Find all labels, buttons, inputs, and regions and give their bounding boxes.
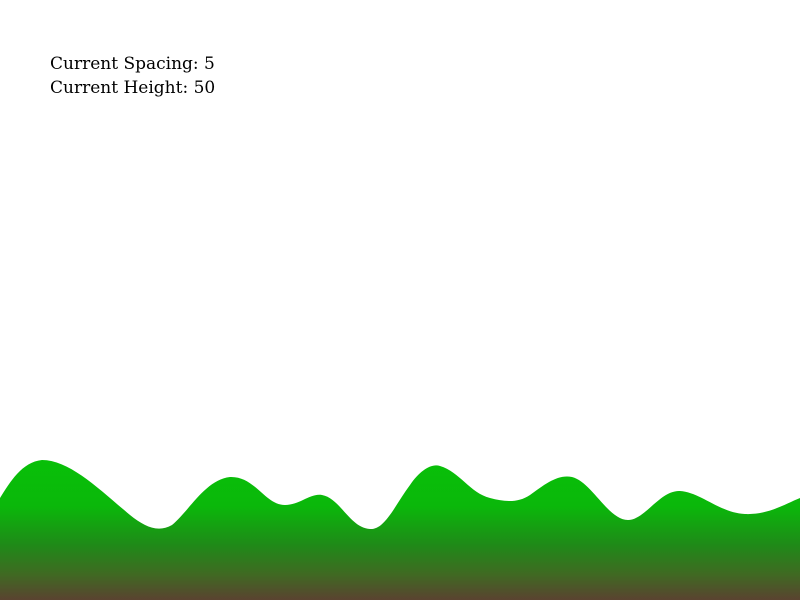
- terrain-surface: [0, 460, 800, 600]
- height-value: 50: [193, 78, 216, 98]
- spacing-label: Current Spacing:: [50, 54, 199, 74]
- terrain-info-panel: Current Spacing: 5 Current Height: 50: [50, 52, 215, 100]
- height-label: Current Height:: [50, 78, 189, 98]
- height-readout: Current Height: 50: [50, 76, 215, 100]
- spacing-value: 5: [204, 54, 215, 74]
- spacing-readout: Current Spacing: 5: [50, 52, 215, 76]
